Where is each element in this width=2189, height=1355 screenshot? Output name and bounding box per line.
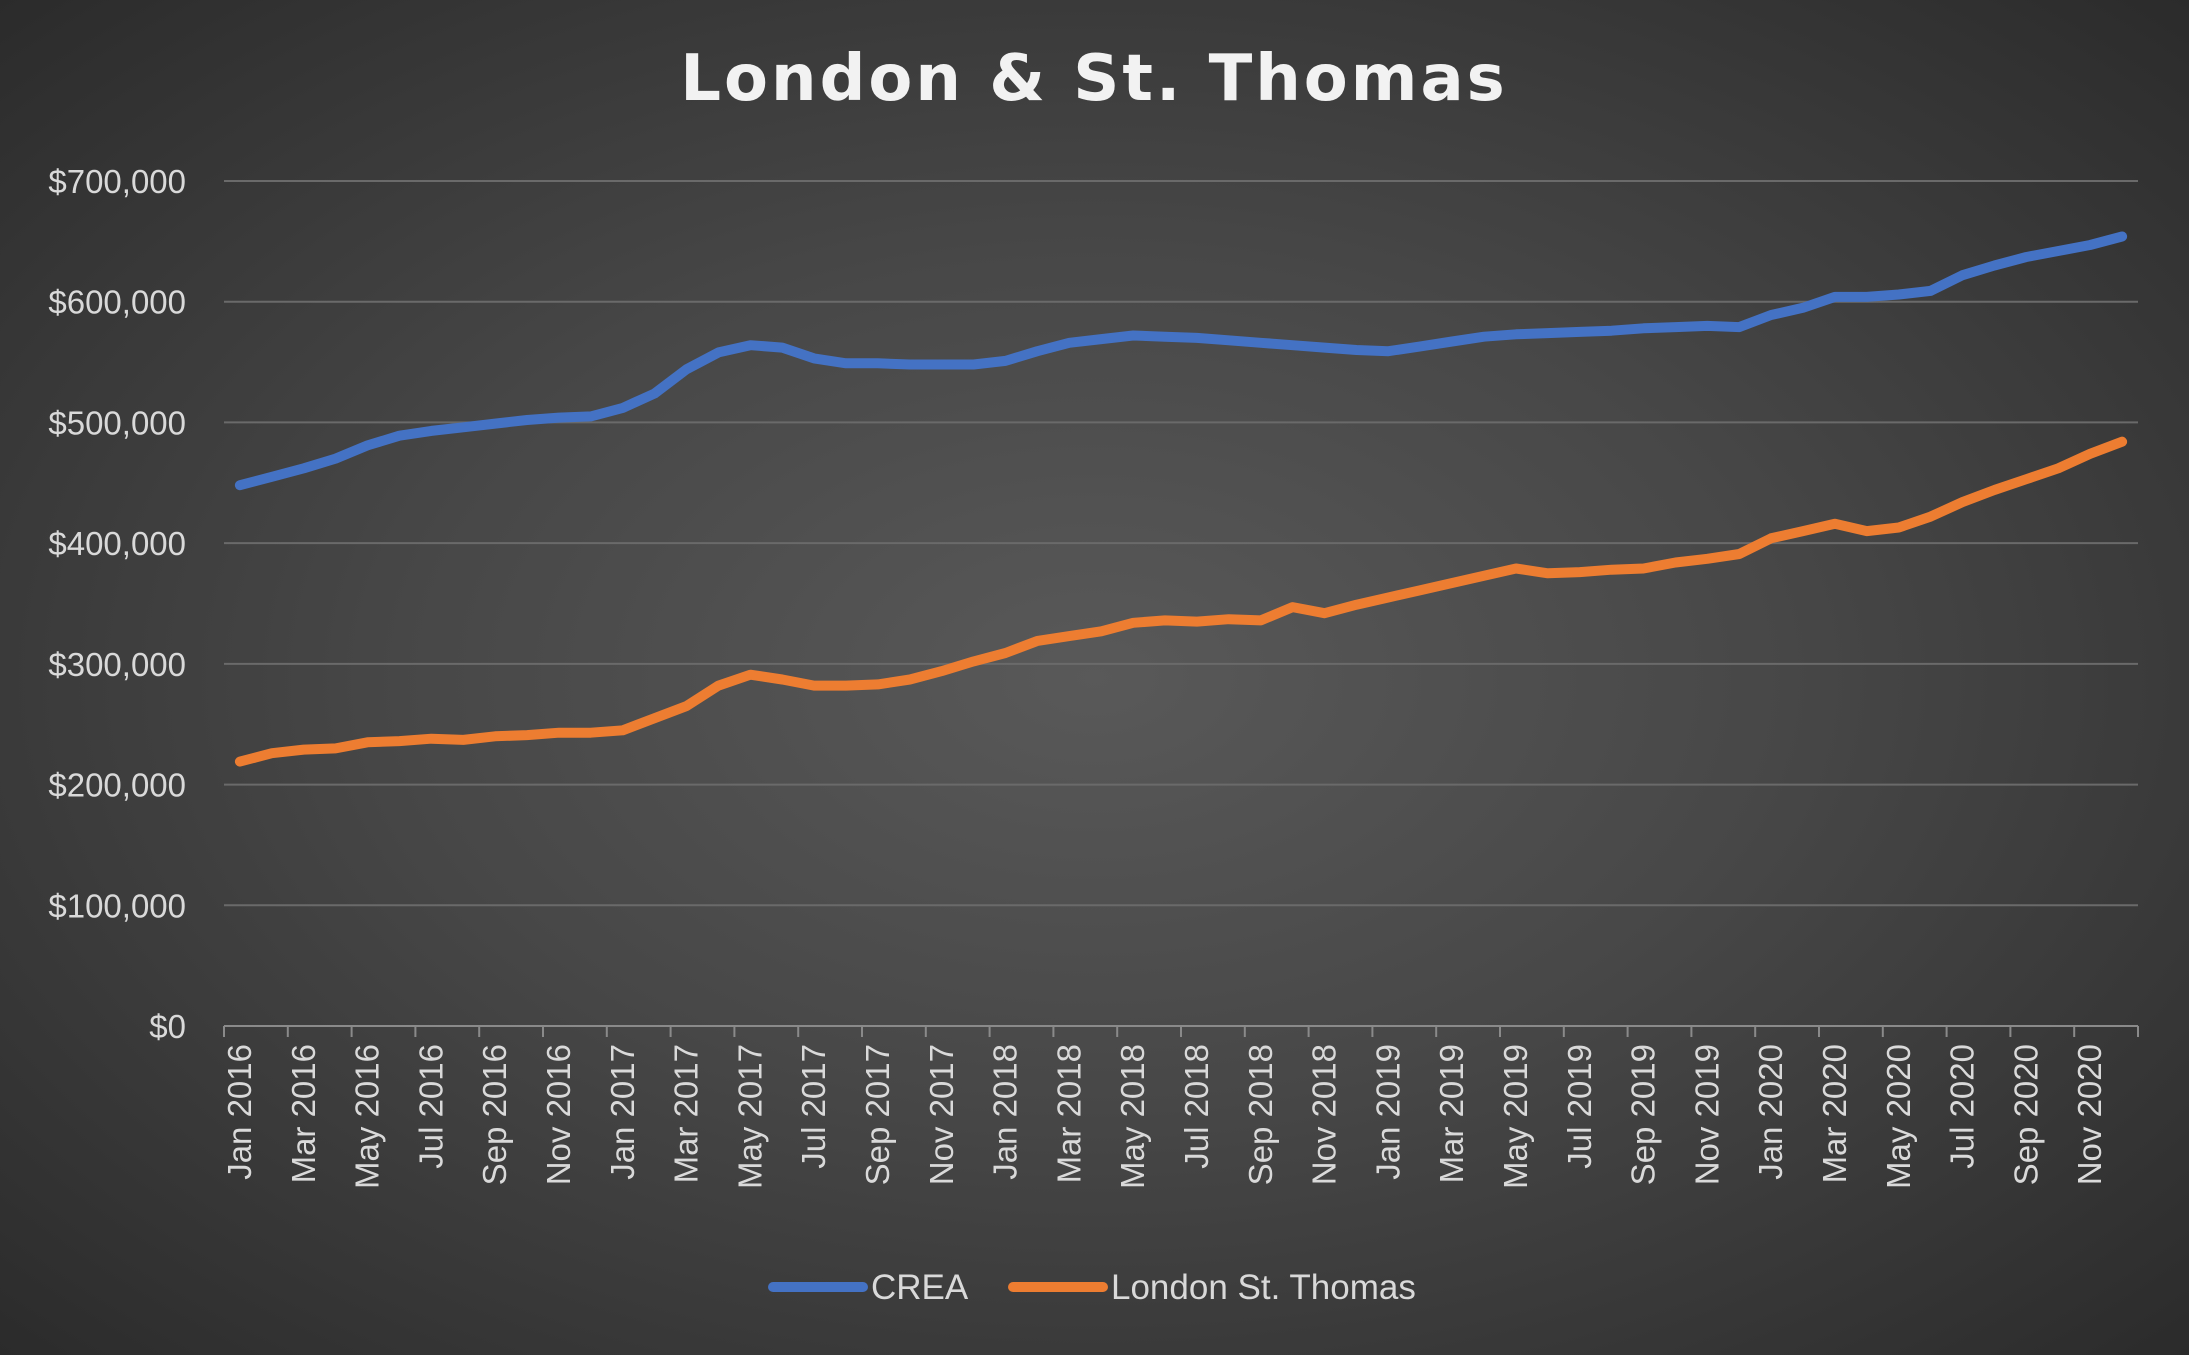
y-tick-label: $100,000 xyxy=(48,887,186,924)
x-tick-label: Jan 2019 xyxy=(1369,1044,1406,1180)
y-tick-label: $500,000 xyxy=(48,404,186,441)
x-tick-label: Sep 2019 xyxy=(1625,1044,1662,1185)
x-tick-label: Sep 2016 xyxy=(476,1044,513,1185)
legend-label-crea: CREA xyxy=(871,1268,969,1307)
y-axis: $0 $100,000 $200,000 $300,000 $400,000 $500,0… xyxy=(48,163,186,1045)
gridlines xyxy=(224,180,2138,907)
x-tick-label: Jan 2017 xyxy=(604,1044,641,1180)
x-tick-label: Mar 2020 xyxy=(1816,1044,1853,1183)
x-tick-label: Nov 2019 xyxy=(1688,1044,1725,1185)
x-tick-label: Jul 2020 xyxy=(1944,1044,1981,1169)
x-tick-label: Nov 2020 xyxy=(2071,1044,2108,1185)
legend-label-london-st-thomas: London St. Thomas xyxy=(1111,1268,1416,1307)
x-tick-label: May 2020 xyxy=(1880,1044,1917,1189)
x-tick-label: Jul 2018 xyxy=(1178,1044,1215,1169)
y-tick-label: $700,000 xyxy=(48,163,186,200)
x-tick-label: Mar 2019 xyxy=(1433,1044,1470,1183)
x-tick-label: May 2016 xyxy=(349,1044,386,1189)
x-tick-label: Jul 2019 xyxy=(1561,1044,1598,1169)
x-tick-label: Nov 2018 xyxy=(1306,1044,1343,1185)
y-tick-label: $0 xyxy=(149,1008,186,1045)
x-tick-label: Mar 2017 xyxy=(668,1044,705,1183)
series-line-london-st-thomas xyxy=(234,436,2128,767)
x-tick-label: Sep 2017 xyxy=(859,1044,896,1185)
x-tick-label: Jul 2016 xyxy=(412,1044,449,1169)
x-tick-label: Jan 2016 xyxy=(221,1044,258,1180)
x-tick-label: Jul 2017 xyxy=(795,1044,832,1169)
x-tick-label: Nov 2017 xyxy=(923,1044,960,1185)
y-tick-label: $600,000 xyxy=(48,284,186,321)
chart-title: London & St. Thomas xyxy=(680,42,1507,116)
y-tick-label: $300,000 xyxy=(48,646,186,683)
x-tick-label: May 2018 xyxy=(1114,1044,1151,1189)
x-axis: Jan 2016 Mar 2016 May 2016 Jul 2016 Sep 2016… xyxy=(221,1025,2139,1189)
series-line-crea xyxy=(234,231,2128,491)
x-tick-label: Jan 2018 xyxy=(987,1044,1024,1180)
x-tick-label: May 2019 xyxy=(1497,1044,1534,1189)
legend: CREA London St. Thomas xyxy=(768,1268,1416,1307)
x-tick-label: Sep 2018 xyxy=(1242,1044,1279,1185)
x-tick-label: Nov 2016 xyxy=(540,1044,577,1185)
series-layer xyxy=(234,231,2128,767)
x-tick-label: Mar 2016 xyxy=(285,1044,322,1183)
x-tick-label: Sep 2020 xyxy=(2007,1044,2044,1185)
x-tick-label: Mar 2018 xyxy=(1050,1044,1087,1183)
x-tick-label: Jan 2020 xyxy=(1752,1044,1789,1180)
y-tick-label: $200,000 xyxy=(48,767,186,804)
x-tick-label: May 2017 xyxy=(731,1044,768,1189)
y-tick-label: $400,000 xyxy=(48,525,186,562)
